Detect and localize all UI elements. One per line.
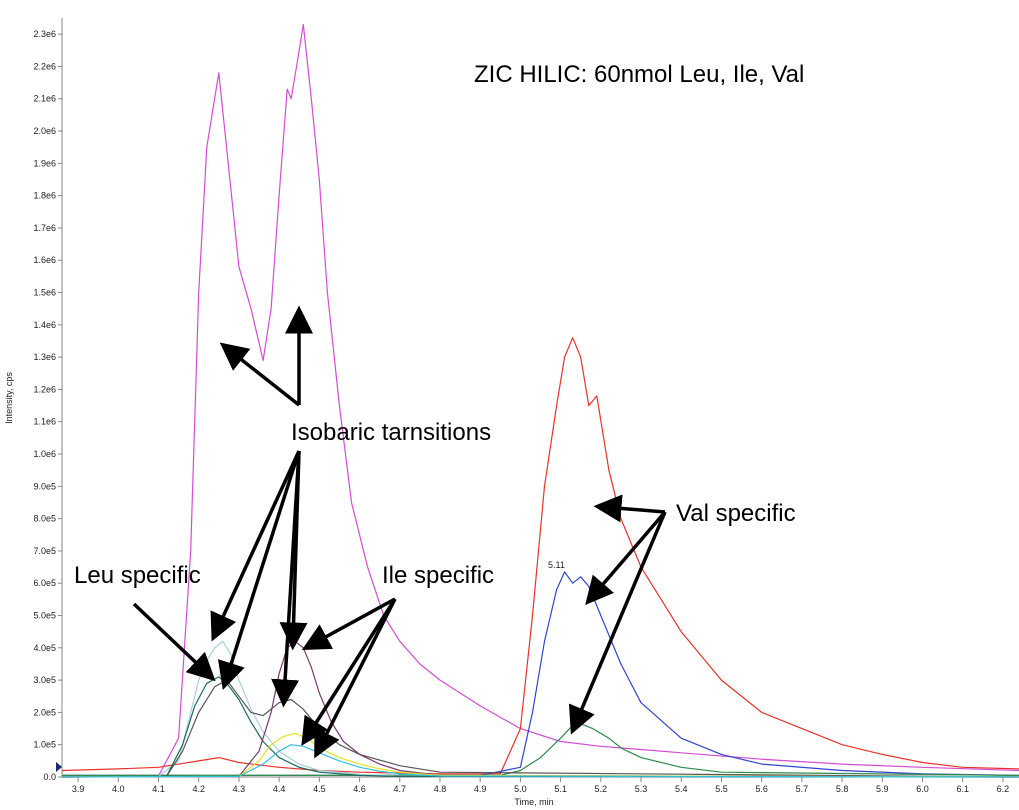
x-tick-label: 5.6 (755, 784, 768, 794)
y-tick-label: 1.3e6 (33, 352, 56, 362)
y-tick-label: 1.0e6 (33, 449, 56, 459)
y-tick-label: 1.7e6 (33, 223, 56, 233)
x-tick-label: 5.1 (554, 784, 567, 794)
y-tick-label: 1.5e6 (33, 288, 56, 298)
x-tick-label: 4.2 (192, 784, 205, 794)
y-tick-label: 3.0e5 (33, 675, 56, 685)
x-tick-label: 4.0 (112, 784, 125, 794)
arrow-isobaric-left (219, 342, 301, 407)
x-tick-label: 5.3 (635, 784, 648, 794)
x-axis-label: Time, min (514, 797, 553, 807)
x-tick-label: 5.5 (715, 784, 728, 794)
y-tick-label: 1.0e5 (33, 740, 56, 750)
peak-label: 5.11 (548, 560, 565, 570)
x-tick-label: 5.7 (796, 784, 809, 794)
series-line-7 (61, 679, 1019, 778)
y-tick-label: 2.0e5 (33, 707, 56, 717)
x-tick-label: 6.2 (997, 784, 1010, 794)
y-tick-label: 2.3e6 (33, 29, 56, 39)
arrow-val-2 (585, 510, 667, 605)
x-tick-label: 4.9 (474, 784, 487, 794)
x-tick-label: 5.8 (836, 784, 849, 794)
y-tick-label: 1.1e6 (33, 417, 56, 427)
y-tick-label: 2.2e6 (33, 61, 56, 71)
x-tick-label: 5.9 (876, 784, 889, 794)
arrow-ile-3 (314, 598, 397, 759)
arrow-val-3 (568, 511, 667, 735)
y-tick-label: 0.0 (43, 772, 56, 782)
ile-label: Ile specific (382, 562, 494, 589)
series-line-2 (61, 337, 1019, 775)
x-tick-label: 5.4 (675, 784, 688, 794)
x-tick-label: 4.7 (394, 784, 407, 794)
arrow-val-1 (593, 494, 666, 523)
series-line-1 (61, 23, 1019, 778)
x-tick-label: 6.1 (956, 784, 969, 794)
x-tick-label: 3.9 (72, 784, 85, 794)
y-tick-label: 6.0e5 (33, 578, 56, 588)
y-tick-label: 9.0e5 (33, 481, 56, 491)
series-line-8 (61, 640, 1019, 778)
y-tick-label: 2.1e6 (33, 94, 56, 104)
x-tick-label: 4.4 (273, 784, 286, 794)
y-tick-label: 1.2e6 (33, 384, 56, 394)
y-tick-label: 1.4e6 (33, 320, 56, 330)
x-tick-label: 4.8 (434, 784, 447, 794)
y-tick-label: 2.0e6 (33, 126, 56, 136)
y-axis-label: Intensity, cps (4, 372, 14, 424)
y-tick-label: 1.6e6 (33, 255, 56, 265)
annotation-arrows (132, 305, 667, 759)
x-axis-ticks: 3.9 4.0 4.1 4.2 4.3 4.4 4.5 4.6 4.7 4.8 4.9 5.0 5.1 5… (72, 777, 1009, 794)
series-layer (61, 23, 1019, 778)
x-tick-label: 5.2 (595, 784, 608, 794)
x-tick-label: 4.5 (313, 784, 326, 794)
y-tick-label: 8.0e5 (33, 514, 56, 524)
x-tick-label: 4.3 (233, 784, 246, 794)
arrow-ile-2 (301, 598, 397, 746)
isobaric-label: Isobaric tarnsitions (291, 419, 491, 446)
arrow-leu (132, 602, 216, 682)
y-axis-ticks: 0.0 1.0e5 2.0e5 3.0e5 4.0e5 5.0e5 6.0e5 7.0e5 8.… (33, 29, 62, 782)
arrow-isobaric-4 (271, 450, 301, 708)
x-tick-label: 4.6 (353, 784, 366, 794)
chart-title: ZIC HILIC: 60nmol Leu, Ile, Val (474, 61, 804, 88)
y-tick-label: 1.9e6 (33, 158, 56, 168)
leu-label: Leu specific (74, 562, 201, 589)
x-tick-label: 6.0 (916, 784, 929, 794)
arrow-ile-1 (301, 597, 396, 651)
y-tick-label: 5.0e5 (33, 611, 56, 621)
val-label: Val specific (676, 500, 796, 527)
series-line-6 (61, 676, 1019, 778)
y-tick-label: 7.0e5 (33, 546, 56, 556)
axis-origin-marker (56, 762, 62, 772)
arrow-isobaric-1 (210, 450, 301, 642)
y-tick-label: 4.0e5 (33, 643, 56, 653)
x-tick-label: 5.0 (514, 784, 527, 794)
arrow-isobaric-2 (217, 450, 301, 691)
x-tick-label: 4.1 (152, 784, 165, 794)
y-tick-label: 1.8e6 (33, 191, 56, 201)
